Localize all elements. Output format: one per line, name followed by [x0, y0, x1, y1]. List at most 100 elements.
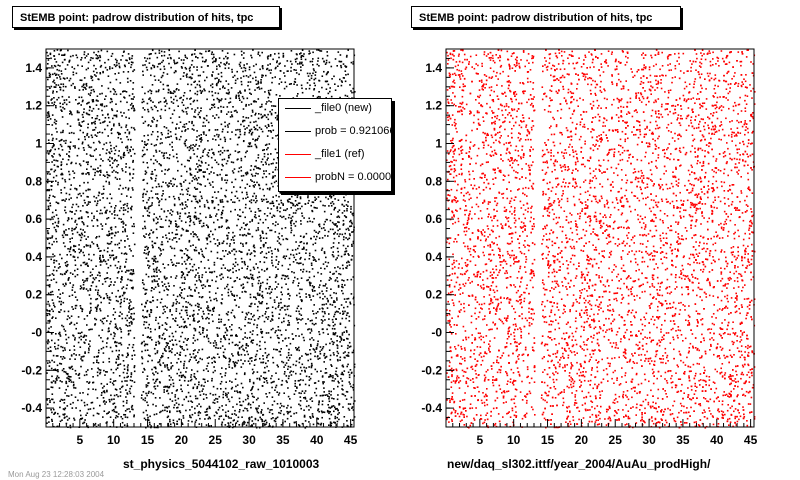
hit-point: [248, 88, 251, 91]
hit-point: [216, 327, 218, 329]
hit-point: [184, 309, 187, 312]
hit-point: [151, 196, 154, 199]
hit-point: [307, 359, 309, 362]
hit-point: [133, 127, 135, 129]
hit-point: [114, 231, 117, 234]
hit-point: [325, 343, 327, 346]
hit-point: [71, 211, 73, 213]
hit-point: [169, 309, 171, 311]
hit-point: [346, 391, 349, 393]
hit-point: [327, 324, 330, 326]
hit-point: [168, 62, 170, 65]
hit-point: [172, 419, 175, 422]
hit-point: [310, 77, 313, 80]
hit-point: [345, 204, 348, 206]
hit-point: [352, 386, 354, 389]
hit-point: [297, 284, 299, 287]
hit-point: [67, 310, 70, 313]
hit-point: [125, 59, 127, 61]
hit-point: [162, 362, 165, 364]
hit-point: [225, 357, 227, 359]
hit-point: [258, 276, 261, 278]
hit-point: [98, 140, 100, 143]
hit-point: [71, 206, 73, 209]
hit-point: [63, 99, 66, 101]
hit-point: [203, 378, 206, 381]
hit-point: [53, 164, 56, 166]
hit-point: [291, 63, 293, 65]
hit-point: [309, 416, 311, 418]
hit-point: [189, 76, 192, 78]
hit-point: [200, 137, 203, 139]
hit-point: [207, 155, 210, 158]
hit-point: [146, 343, 149, 346]
hit-point: [96, 359, 98, 362]
hit-point: [214, 92, 217, 94]
hit-point: [313, 275, 315, 278]
hit-point: [126, 352, 129, 355]
hit-point: [305, 252, 307, 254]
hit-point: [318, 224, 320, 226]
hit-point: [239, 65, 241, 67]
hit-point: [265, 163, 267, 165]
hit-point: [247, 353, 249, 356]
hit-point: [151, 280, 154, 283]
hit-point: [170, 351, 173, 354]
hit-point: [167, 132, 169, 135]
hit-point: [206, 336, 208, 338]
hit-point: [127, 210, 129, 213]
hit-point: [103, 400, 106, 402]
hit-point: [281, 227, 283, 230]
hit-point: [83, 86, 85, 89]
hit-point: [274, 231, 277, 233]
hit-point: [334, 89, 337, 91]
hit-point: [229, 358, 232, 361]
hit-point: [351, 243, 353, 246]
hit-point: [156, 350, 159, 352]
hit-point: [258, 210, 260, 212]
hit-point: [198, 111, 201, 114]
hit-point: [150, 178, 153, 180]
hit-point: [195, 419, 198, 422]
hit-point: [78, 336, 81, 339]
hit-point: [99, 261, 101, 263]
hit-point: [128, 132, 131, 135]
hit-point: [219, 347, 222, 349]
hit-point: [317, 49, 320, 51]
hit-point: [195, 286, 198, 289]
hit-point: [287, 354, 290, 357]
hit-point: [317, 232, 319, 235]
hit-point: [232, 106, 234, 108]
hit-point: [79, 228, 82, 231]
hit-point: [153, 413, 156, 416]
hit-point: [186, 309, 188, 312]
hit-point: [194, 198, 197, 200]
hit-point: [127, 347, 129, 349]
hit-point: [144, 153, 146, 156]
hit-point: [205, 50, 207, 53]
hit-point: [236, 403, 238, 406]
hit-point: [224, 387, 227, 390]
hit-point: [180, 183, 182, 185]
hit-point: [209, 285, 211, 287]
hit-point: [117, 154, 120, 157]
hit-point: [64, 349, 66, 351]
hit-point: [160, 410, 162, 413]
hit-point: [48, 313, 51, 316]
hit-point: [62, 301, 65, 304]
hit-point: [184, 212, 187, 215]
hit-point: [170, 383, 172, 386]
hit-point: [228, 366, 231, 368]
hit-point: [183, 72, 185, 74]
hit-point: [104, 175, 106, 177]
hit-point: [240, 382, 243, 385]
hit-point: [215, 161, 218, 164]
hit-point: [47, 101, 50, 103]
hit-point: [151, 173, 154, 175]
hit-point: [310, 328, 313, 330]
hit-point: [94, 324, 96, 326]
hit-point: [64, 206, 67, 208]
hit-point: [155, 316, 157, 319]
hit-point: [151, 287, 153, 289]
hit-point: [208, 233, 210, 236]
